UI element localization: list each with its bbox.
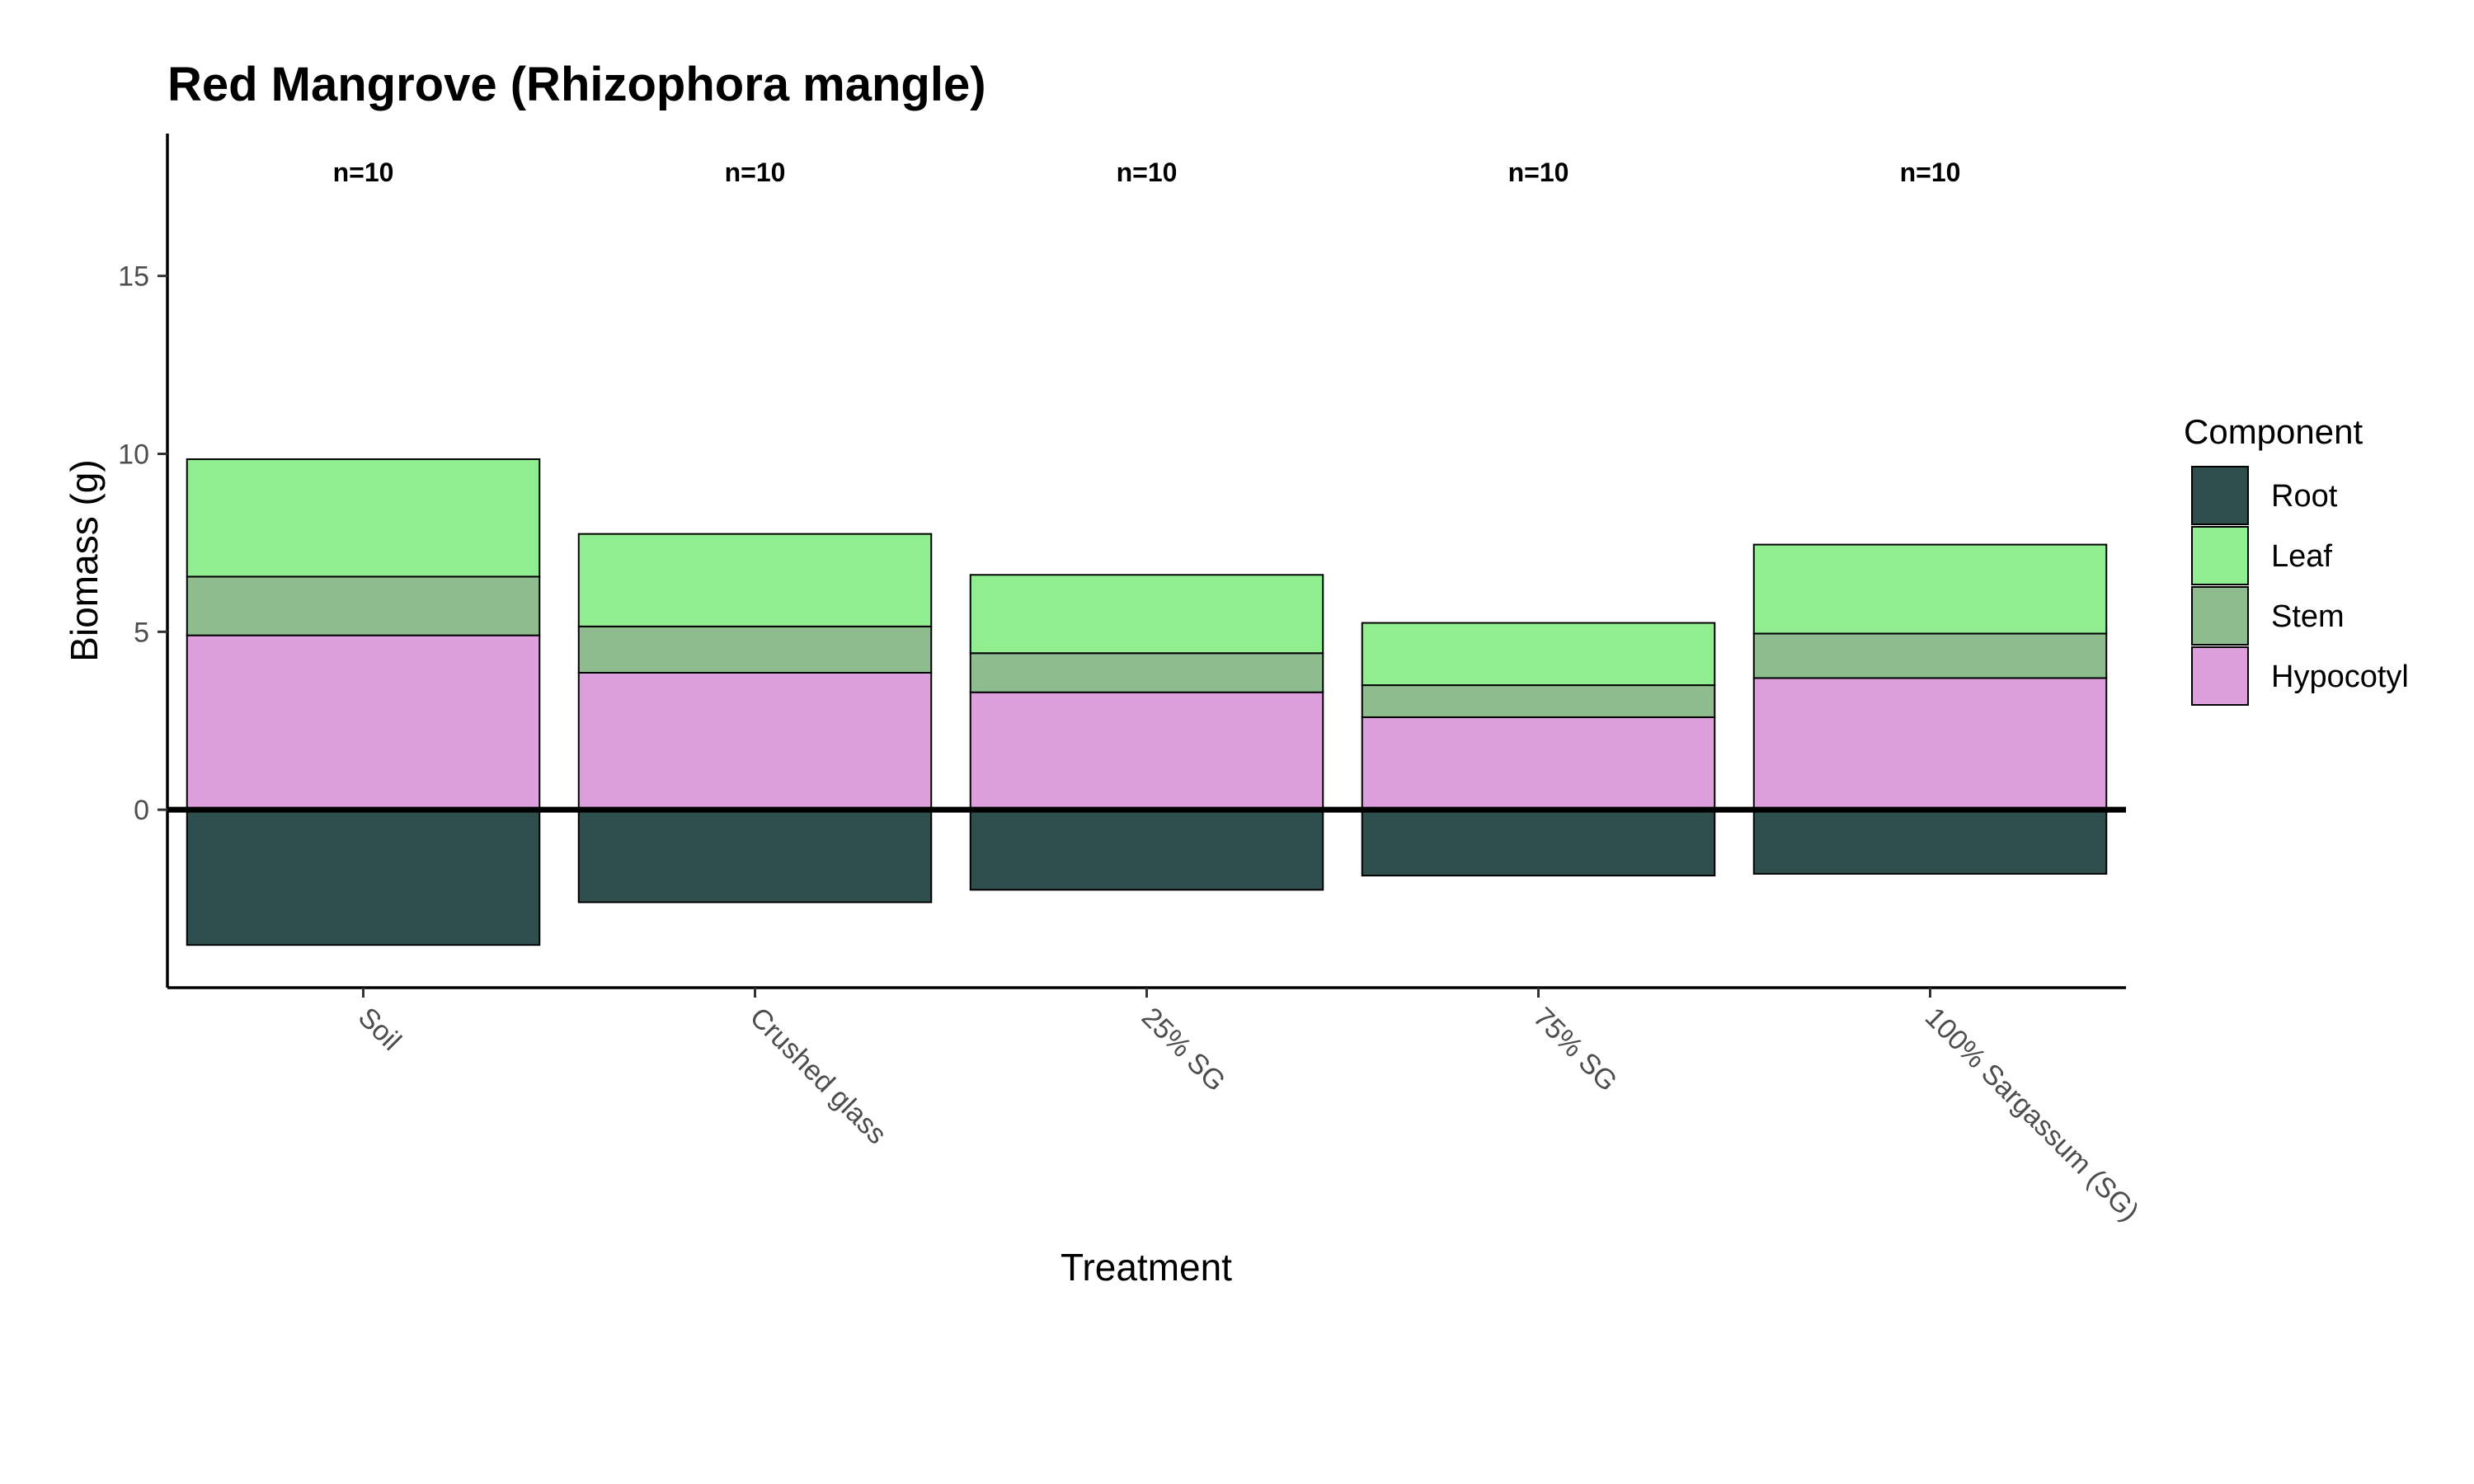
bar-stem bbox=[1752, 632, 2108, 679]
bar-stem bbox=[1361, 684, 1716, 718]
sample-size-label: n=10 bbox=[1117, 157, 1178, 187]
bar-hypocotyl bbox=[186, 634, 541, 811]
sample-size-label: n=10 bbox=[1900, 157, 1961, 187]
bar-root bbox=[1361, 809, 1716, 877]
bar-leaf bbox=[186, 458, 541, 578]
bar-stem bbox=[186, 575, 541, 636]
legend-key bbox=[2191, 466, 2249, 525]
bar-hypocotyl bbox=[1752, 677, 2108, 811]
x-tick-label: Crushed glass bbox=[744, 1002, 893, 1151]
x-tick-label: 75% SG bbox=[1527, 1002, 1623, 1097]
legend-key bbox=[2191, 646, 2249, 706]
sample-size-label: n=10 bbox=[333, 157, 394, 187]
y-tick-label: 5 bbox=[134, 617, 149, 648]
y-tick-label: 10 bbox=[118, 439, 149, 471]
plot-area: n=10 n=10 n=10 n=10 n=10 0 5 10 15 Soil Crushed gl… bbox=[118, 134, 2145, 1228]
bar-root bbox=[969, 809, 1324, 891]
bar-root bbox=[577, 809, 933, 904]
x-tick-label: 100% Sargassum (SG) bbox=[1919, 1002, 2145, 1228]
x-tick-label: Soil bbox=[352, 1002, 407, 1057]
bar-root bbox=[186, 809, 541, 946]
bar-stem bbox=[969, 652, 1324, 693]
y-axis-title: Biomass (g) bbox=[63, 459, 106, 661]
sample-size-label: n=10 bbox=[1508, 157, 1569, 187]
bar-leaf bbox=[577, 533, 933, 627]
legend-key bbox=[2191, 586, 2249, 646]
y-tick-label: 0 bbox=[134, 795, 149, 826]
bar-hypocotyl bbox=[969, 691, 1324, 811]
sample-size-label: n=10 bbox=[725, 157, 786, 187]
legend-label: Root bbox=[2271, 479, 2338, 514]
legend-key bbox=[2191, 526, 2249, 585]
legend-label: Stem bbox=[2271, 599, 2345, 634]
x-axis-title: Treatment bbox=[1061, 1246, 1232, 1289]
legend-label: Leaf bbox=[2271, 539, 2332, 574]
legend-label: Hypocotyl bbox=[2271, 660, 2409, 694]
bar-leaf bbox=[1752, 543, 2108, 635]
bar-leaf bbox=[969, 574, 1324, 655]
chart-title: Red Mangrove (Rhizophora mangle) bbox=[167, 58, 986, 111]
bar-stem bbox=[577, 625, 933, 674]
legend-title: Component bbox=[2184, 412, 2363, 451]
x-tick-label: 25% SG bbox=[1136, 1002, 1231, 1097]
legend: Component Root Leaf Stem Hypocotyl bbox=[2184, 412, 2409, 706]
bar-root bbox=[1752, 809, 2108, 875]
bar-hypocotyl bbox=[577, 671, 933, 811]
bar-leaf bbox=[1361, 622, 1716, 687]
y-tick-label: 15 bbox=[118, 261, 149, 293]
bar-hypocotyl bbox=[1361, 716, 1716, 811]
